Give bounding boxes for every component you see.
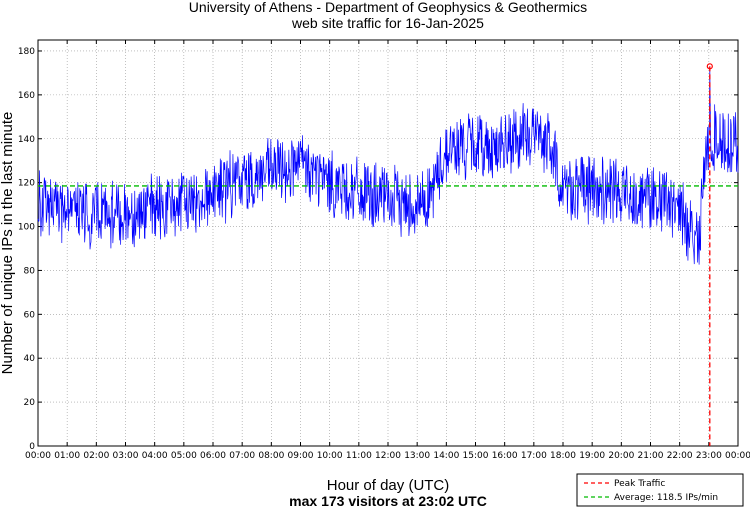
legend: Peak Traffic Average: 118.5 IPs/min <box>576 473 744 507</box>
chart-title-line-2: web site traffic for 16-Jan-2025 <box>291 15 484 31</box>
x-tick-label: 05:00 <box>171 451 197 461</box>
x-tick-label: 07:00 <box>229 451 255 461</box>
series-traffic <box>37 66 739 265</box>
x-tick-label: 18:00 <box>550 451 576 461</box>
y-axis-label: Number of unique IPs in the last minute <box>0 112 16 375</box>
x-axis-label: Hour of day (UTC) <box>327 477 450 494</box>
legend-label-average: Average: 118.5 IPs/min <box>614 493 718 503</box>
chart-title-line-1: University of Athens - Department of Geo… <box>189 0 587 15</box>
peak-point <box>706 63 713 70</box>
x-tick-label: 00:00 <box>25 451 51 461</box>
x-tick-label: 06:00 <box>200 451 226 461</box>
y-tick-label: 80 <box>24 266 36 276</box>
x-tick-label: 16:00 <box>492 451 518 461</box>
x-tick-label: 09:00 <box>288 451 314 461</box>
x-axis-ticks: 00:00 01:00 02:00 03:00 04:00 05:00 06:00 07:00… <box>25 40 750 461</box>
x-tick-label: 14:00 <box>433 451 459 461</box>
y-tick-label: 180 <box>18 47 35 57</box>
y-tick-label: 60 <box>24 310 36 320</box>
legend-label-peak: Peak Traffic <box>614 479 665 489</box>
y-tick-label: 20 <box>24 398 36 408</box>
y-tick-label: 140 <box>18 135 35 145</box>
plot-area <box>37 39 739 447</box>
x-tick-label: 15:00 <box>463 451 489 461</box>
x-tick-label: 03:00 <box>113 451 139 461</box>
x-tick-label: 00:00 <box>725 451 750 461</box>
x-tick-label: 17:00 <box>521 451 547 461</box>
series-line <box>37 66 739 265</box>
x-tick-label: 13:00 <box>404 451 430 461</box>
y-tick-label: 120 <box>18 179 35 189</box>
y-tick-label: 160 <box>18 91 35 101</box>
x-tick-label: 12:00 <box>375 451 401 461</box>
x-tick-label: 23:00 <box>696 451 722 461</box>
y-tick-label: 100 <box>18 223 35 233</box>
x-tick-label: 21:00 <box>638 451 664 461</box>
x-tick-label: 19:00 <box>579 451 605 461</box>
chart-title: University of Athens - Department of Geo… <box>189 0 587 31</box>
legend-box <box>576 473 744 507</box>
y-axis-ticks: 0 20 40 60 80 100 120 140 160 180 <box>18 47 738 452</box>
x-tick-label: 11:00 <box>346 451 372 461</box>
x-tick-label: 08:00 <box>258 451 284 461</box>
peak-marker <box>706 63 713 446</box>
x-tick-label: 02:00 <box>83 451 109 461</box>
x-tick-label: 04:00 <box>142 451 168 461</box>
x-tick-label: 20:00 <box>608 451 634 461</box>
y-tick-label: 0 <box>29 442 35 452</box>
x-tick-label: 22:00 <box>667 451 693 461</box>
y-tick-label: 40 <box>24 354 36 364</box>
peak-caption: max 173 visitors at 23:02 UTC <box>289 493 487 509</box>
x-tick-label: 01:00 <box>54 451 80 461</box>
x-tick-label: 10:00 <box>317 451 343 461</box>
